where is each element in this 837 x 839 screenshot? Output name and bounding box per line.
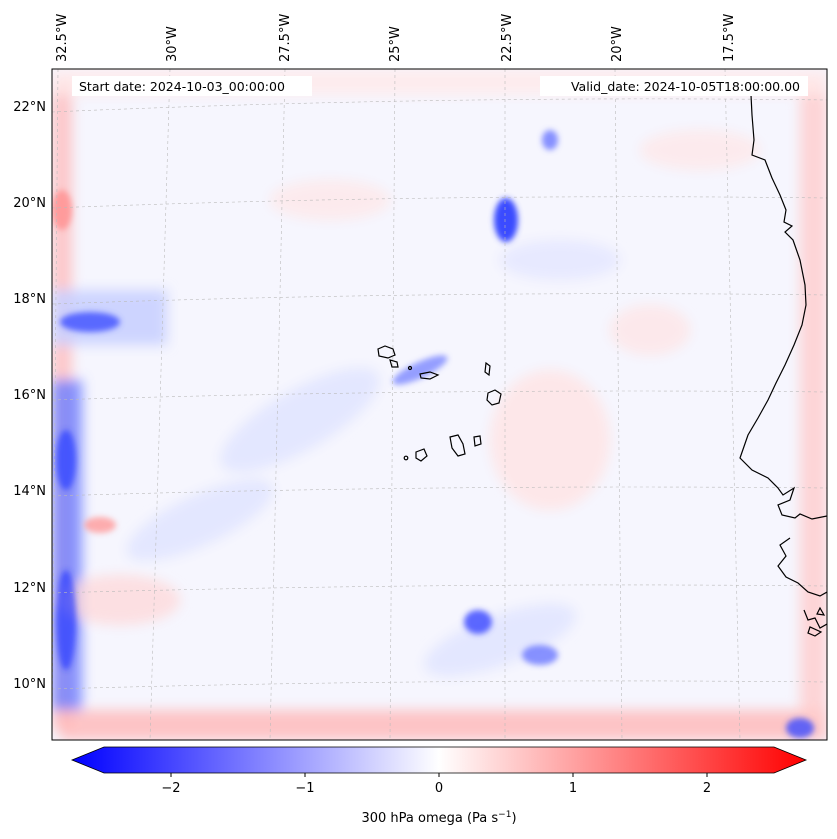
lat-label-12n: 12°N <box>13 581 46 596</box>
colorbar-tick-0: 0 <box>435 781 443 796</box>
lat-label-10n: 10°N <box>13 677 46 692</box>
colorbar-tick-neg2: −2 <box>161 781 180 796</box>
colorbar-ticks <box>170 773 708 777</box>
lon-label-20w: 20°W <box>610 26 625 62</box>
longitude-labels: 32.5°W 30°W 27.5°W 25°W 22.5°W 20°W 17.5… <box>55 14 737 62</box>
lon-label-32-5w: 32.5°W <box>55 14 70 62</box>
colorbar-title: 300 hPa omega (Pa s−1) <box>361 810 516 826</box>
map-panel <box>52 69 827 740</box>
lat-label-22n: 22°N <box>13 100 46 115</box>
lat-label-20n: 20°N <box>13 196 46 211</box>
latitude-labels: 22°N 20°N 18°N 16°N 14°N 12°N 10°N <box>13 100 46 692</box>
lat-label-14n: 14°N <box>13 484 46 499</box>
colorbar-tick-neg1: −1 <box>295 781 314 796</box>
lon-label-30w: 30°W <box>165 26 180 62</box>
africa-coastline <box>739 94 827 520</box>
cape-verde-islands <box>377 345 502 462</box>
coastlines <box>739 94 827 637</box>
lat-label-16n: 16°N <box>13 388 46 403</box>
lon-label-22-5w: 22.5°W <box>500 14 515 62</box>
valid-date-text: Valid_date: 2024-10-05T18:00:00.00 <box>571 79 800 94</box>
lon-label-17-5w: 17.5°W <box>722 14 737 62</box>
lat-label-18n: 18°N <box>13 292 46 307</box>
colorbar-tick-1: 1 <box>569 781 577 796</box>
colorbar: −2 −1 0 1 2 300 hPa omega (Pa s−1) <box>70 746 808 826</box>
valid-date-box <box>540 76 808 96</box>
graticule <box>52 69 827 740</box>
lon-label-25w: 25°W <box>388 26 403 62</box>
map-background <box>52 69 827 740</box>
colorbar-tick-2: 2 <box>703 781 711 796</box>
map-frame <box>51 68 828 741</box>
start-date-box <box>72 76 312 96</box>
start-date-text: Start date: 2024-10-03_00:00:00 <box>79 79 285 94</box>
colorbar-gradient <box>70 746 808 774</box>
lon-label-27-5w: 27.5°W <box>278 14 293 62</box>
omega-cores <box>52 130 814 738</box>
